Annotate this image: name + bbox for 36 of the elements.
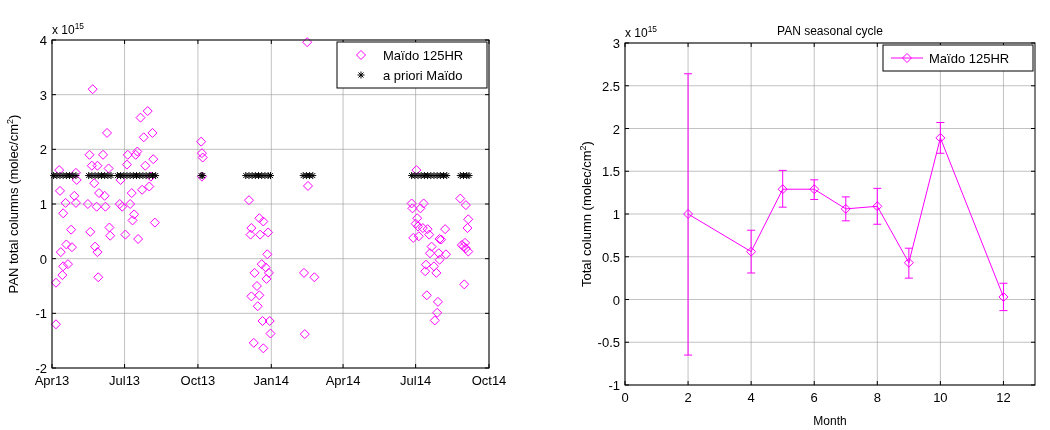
x-tick-label: Apr14 (325, 373, 361, 388)
x-tick-label: 6 (810, 390, 818, 405)
y-tick-label: 1 (39, 197, 47, 212)
chart-title: PAN seasonal cycle (777, 24, 884, 38)
legend-label: Maïdo 125HR (929, 51, 1010, 66)
text: x 10$^{15}$ (625, 24, 658, 40)
y-tick-label: -2 (35, 361, 47, 376)
y-tick-label: 0 (39, 251, 47, 267)
y-tick-label: 1 (612, 207, 620, 222)
x-axis-title: Month (813, 414, 847, 428)
x-tick-label: 12 (996, 390, 1011, 405)
y-tick-label: 3 (39, 87, 47, 103)
x-tick-label: 8 (873, 390, 881, 405)
y-tick-label: 1.5 (601, 164, 620, 180)
legend-label: Maïdo 125HR (383, 48, 464, 63)
y-tick-label: 2 (612, 121, 620, 137)
y-tick-label: 2.5 (601, 78, 620, 94)
x-tick-label: 2 (684, 390, 692, 405)
y-tick-label: -1 (608, 378, 620, 393)
y-tick-label: -1 (35, 306, 47, 322)
legend-label: a priori Maïdo (383, 68, 463, 83)
x-tick-label: 10 (933, 390, 948, 405)
y-tick-label: 3 (612, 36, 620, 51)
y-tick-label: -0.5 (597, 335, 620, 351)
x-tick-label: Jul14 (400, 373, 432, 388)
x-tick-label: Oct13 (180, 373, 216, 388)
text: x 10$^{15}$ (52, 21, 85, 37)
x-tick-label: Jan14 (253, 373, 290, 388)
x-tick-label: 4 (747, 390, 755, 405)
x-tick-label: Apr13 (34, 373, 70, 388)
y-tick-label: 4 (39, 33, 47, 48)
y-tick-label: 0 (612, 292, 620, 308)
y-tick-label: 0.5 (601, 249, 620, 265)
x-tick-label: Jul13 (109, 373, 141, 388)
x-tick-label: Oct14 (471, 373, 507, 388)
y-tick-label: 2 (39, 142, 47, 158)
